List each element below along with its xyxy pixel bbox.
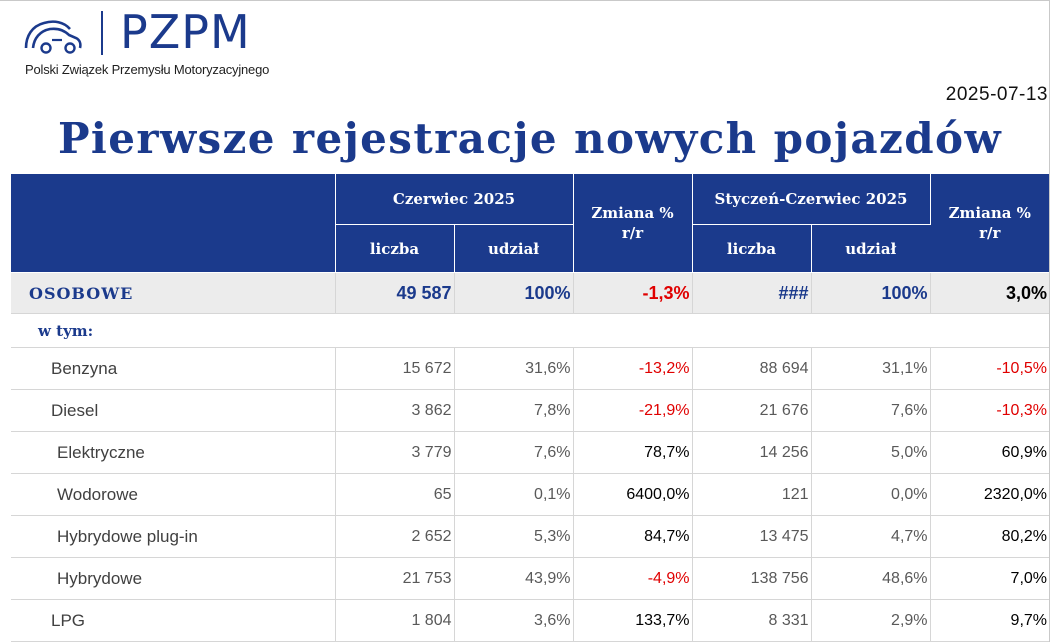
row-month-change: -13,2% (573, 347, 693, 390)
row-label: Hybrydowe (11, 557, 336, 600)
total-label: OSOBOWE (11, 272, 336, 314)
header-row-groups: Czerwiec 2025 Zmiana % r/r Styczeń-Czerw… (11, 174, 1050, 273)
row-ytd-change: 7,0% (930, 557, 1050, 600)
table-row: Wodorowe 65 0,1% 6400,0% 121 0,0% 2320,0… (11, 473, 1050, 516)
logo-divider (101, 11, 103, 55)
row-month-share: 7,6% (454, 431, 574, 474)
header-ytd-count: liczba (692, 224, 812, 273)
row-month-share: 31,6% (454, 347, 574, 390)
header-month-share: udział (454, 224, 574, 273)
total-month-count: 49 587 (335, 272, 455, 314)
subheader-label: w tym: (11, 313, 1050, 348)
row-month-count: 1 804 (335, 599, 455, 642)
table-row: Benzyna 15 672 31,6% -13,2% 88 694 31,1%… (11, 347, 1050, 390)
row-month-count: 15 672 (335, 347, 455, 390)
total-ytd-share: 100% (811, 272, 931, 314)
row-ytd-count: 8 331 (692, 599, 812, 642)
table-row: Hybrydowe plug-in 2 652 5,3% 84,7% 13 47… (11, 515, 1050, 558)
row-ytd-share: 31,1% (811, 347, 931, 390)
row-ytd-count: 14 256 (692, 431, 812, 474)
table-row: Diesel 3 862 7,8% -21,9% 21 676 7,6% -10… (11, 389, 1050, 432)
registrations-table: Czerwiec 2025 Zmiana % r/r Styczeń-Czerw… (11, 174, 1050, 642)
pzpm-logo: PZPM Polski Związek Przemysłu Motoryzacy… (22, 5, 282, 84)
logo-subtitle: Polski Związek Przemysłu Motoryzacyjnego (25, 62, 270, 77)
row-ytd-count: 13 475 (692, 515, 812, 558)
row-month-change: 78,7% (573, 431, 693, 474)
header-group-month: Czerwiec 2025 (335, 174, 574, 225)
header-group-ytd: Styczeń-Czerwiec 2025 (692, 174, 931, 225)
row-month-count: 65 (335, 473, 455, 516)
row-month-share: 0,1% (454, 473, 574, 516)
car-logo-icon (24, 20, 82, 54)
row-month-count: 21 753 (335, 557, 455, 600)
header-empty-cell (11, 174, 336, 273)
row-month-share: 3,6% (454, 599, 574, 642)
row-label: Elektryczne (11, 431, 336, 474)
logo-text: PZPM (120, 5, 251, 59)
row-ytd-share: 48,6% (811, 557, 931, 600)
row-ytd-count: 21 676 (692, 389, 812, 432)
row-month-share: 7,8% (454, 389, 574, 432)
table-row: LPG 1 804 3,6% 133,7% 8 331 2,9% 9,7% (11, 599, 1050, 642)
total-ytd-change: 3,0% (930, 272, 1050, 314)
header-change-month-line2: r/r (621, 224, 644, 242)
header-change-month: Zmiana % r/r (573, 174, 693, 273)
row-ytd-share: 5,0% (811, 431, 931, 474)
total-ytd-count: ### (692, 272, 812, 314)
total-row: OSOBOWE 49 587 100% -1,3% ### 100% 3,0% (11, 272, 1050, 314)
row-ytd-change: -10,3% (930, 389, 1050, 432)
row-ytd-share: 4,7% (811, 515, 931, 558)
row-label: Benzyna (11, 347, 336, 390)
row-month-count: 3 862 (335, 389, 455, 432)
header-change-month-line1: Zmiana % (591, 204, 674, 222)
row-ytd-change: -10,5% (930, 347, 1050, 390)
row-ytd-count: 138 756 (692, 557, 812, 600)
header-change-ytd: Zmiana % r/r (930, 174, 1050, 273)
row-label: LPG (11, 599, 336, 642)
row-month-change: 84,7% (573, 515, 693, 558)
page-title: Pierwsze rejestracje nowych pojazdów (57, 114, 1003, 163)
row-ytd-change: 9,7% (930, 599, 1050, 642)
subheader-row: w tym: (11, 313, 1050, 348)
header-change-ytd-line2: r/r (979, 224, 1001, 242)
header-row-columns: liczba udział liczba udział (11, 224, 1049, 273)
row-ytd-share: 0,0% (811, 473, 931, 516)
row-ytd-change: 2320,0% (930, 473, 1050, 516)
row-month-count: 3 779 (335, 431, 455, 474)
row-month-count: 2 652 (335, 515, 455, 558)
row-month-share: 5,3% (454, 515, 574, 558)
table-row: Elektryczne 3 779 7,6% 78,7% 14 256 5,0%… (11, 431, 1050, 474)
row-label: Hybrydowe plug-in (11, 515, 336, 558)
row-ytd-count: 121 (692, 473, 812, 516)
row-month-change: -4,9% (573, 557, 693, 600)
row-label: Diesel (11, 389, 336, 432)
total-month-share: 100% (454, 272, 574, 314)
total-month-change: -1,3% (573, 272, 693, 314)
row-month-change: -21,9% (573, 389, 693, 432)
row-ytd-share: 2,9% (811, 599, 931, 642)
row-month-change: 133,7% (573, 599, 693, 642)
row-label: Wodorowe (11, 473, 336, 516)
table-row: Hybrydowe 21 753 43,9% -4,9% 138 756 48,… (11, 557, 1050, 600)
row-ytd-change: 60,9% (930, 431, 1050, 474)
header-month-count: liczba (335, 224, 455, 273)
row-ytd-change: 80,2% (930, 515, 1050, 558)
row-ytd-share: 7,6% (811, 389, 931, 432)
header-ytd-share: udział (811, 224, 931, 273)
row-month-change: 6400,0% (573, 473, 693, 516)
report-date: 2025-07-13 (945, 84, 1048, 105)
header-change-ytd-line1: Zmiana % (948, 204, 1031, 222)
row-month-share: 43,9% (454, 557, 574, 600)
frame-top-border (0, 0, 1050, 1)
row-ytd-count: 88 694 (692, 347, 812, 390)
